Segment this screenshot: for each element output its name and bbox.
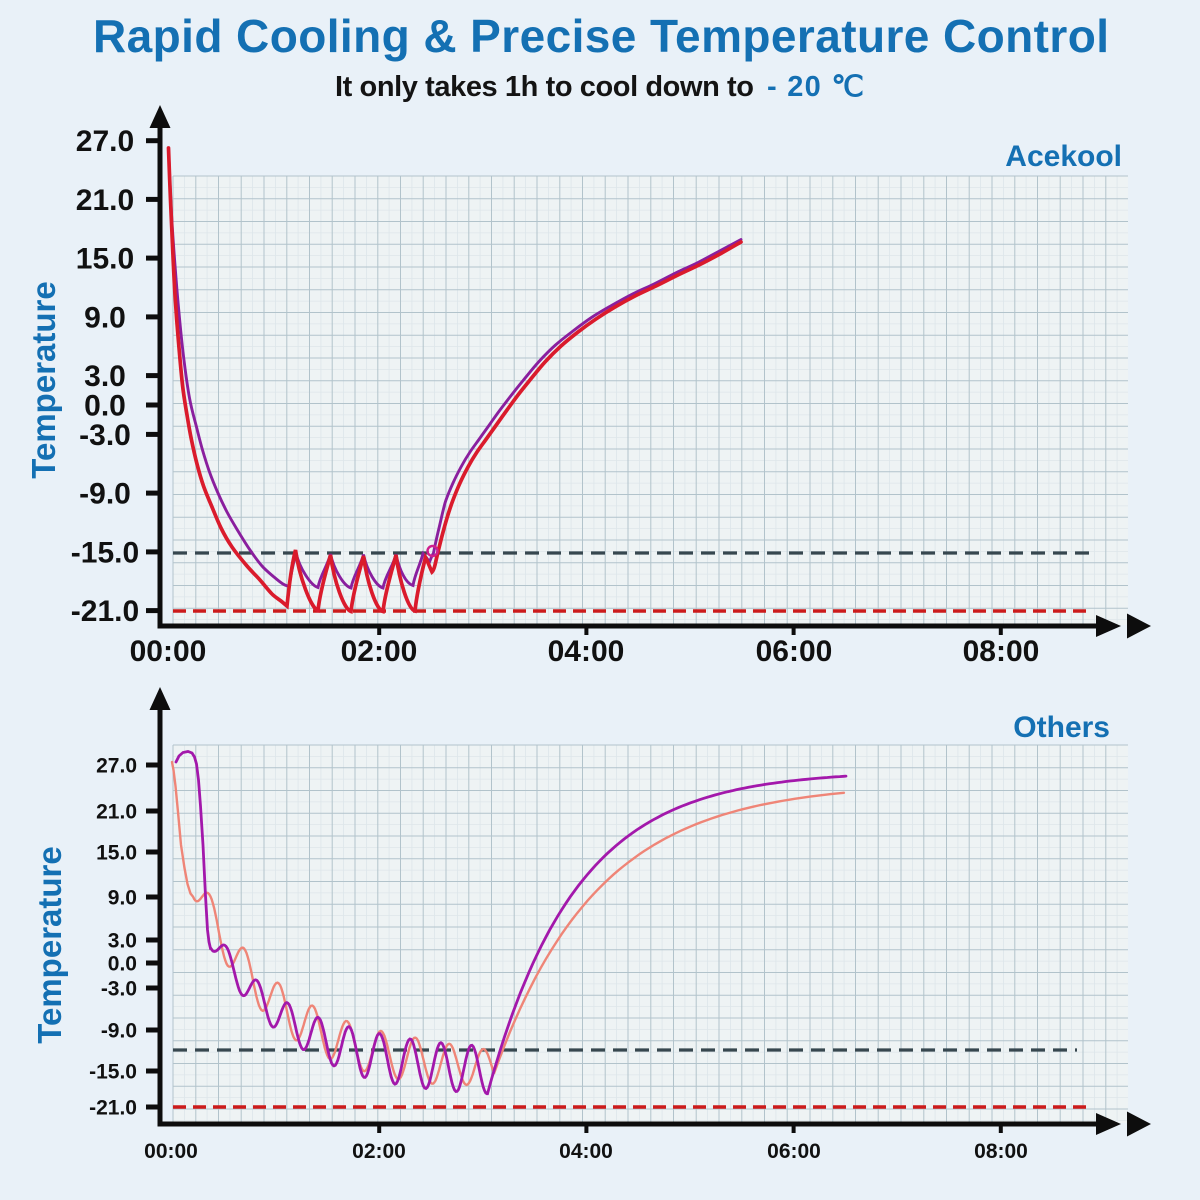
svg-text:-21.0: -21.0 (71, 595, 139, 628)
svg-text:04:00: 04:00 (548, 635, 625, 668)
svg-text:15.0: 15.0 (96, 842, 137, 865)
svg-text:-15.0: -15.0 (71, 536, 139, 569)
svg-text:27.0: 27.0 (96, 755, 137, 778)
svg-text:00:00: 00:00 (144, 1140, 198, 1163)
svg-text:-9.0: -9.0 (101, 1020, 137, 1043)
svg-text:02:00: 02:00 (341, 635, 418, 668)
svg-text:15.0: 15.0 (76, 243, 134, 276)
svg-text:-3.0: -3.0 (101, 978, 137, 1001)
svg-text:02:00: 02:00 (352, 1140, 406, 1163)
svg-text:9.0: 9.0 (108, 887, 137, 910)
svg-text:04:00: 04:00 (559, 1140, 613, 1163)
svg-text:3.0: 3.0 (108, 930, 137, 953)
svg-text:0.0: 0.0 (108, 953, 137, 976)
svg-text:21.0: 21.0 (96, 801, 137, 824)
svg-text:Others: Others (1013, 711, 1110, 744)
svg-text:Temperature: Temperature (25, 281, 62, 478)
svg-text:9.0: 9.0 (84, 301, 126, 334)
svg-text:3.0: 3.0 (84, 360, 126, 393)
svg-text:Acekool: Acekool (1005, 140, 1122, 173)
svg-text:- 20 ℃: - 20 ℃ (767, 71, 864, 103)
svg-text:06:00: 06:00 (756, 635, 833, 668)
svg-text:21.0: 21.0 (76, 184, 134, 217)
svg-text:-9.0: -9.0 (79, 478, 131, 511)
svg-text:It only takes 1h to cool down: It only takes 1h to cool down to (335, 71, 754, 103)
svg-text:-3.0: -3.0 (79, 419, 131, 452)
svg-text:06:00: 06:00 (767, 1140, 821, 1163)
svg-text:Temperature: Temperature (31, 846, 68, 1043)
svg-text:Rapid Cooling & Precise Temper: Rapid Cooling & Precise Temperature Cont… (93, 10, 1109, 62)
svg-text:00:00: 00:00 (130, 635, 207, 668)
svg-text:0.0: 0.0 (84, 390, 126, 423)
svg-text:-15.0: -15.0 (89, 1061, 137, 1084)
svg-text:08:00: 08:00 (974, 1140, 1028, 1163)
svg-text:08:00: 08:00 (963, 635, 1040, 668)
svg-text:27.0: 27.0 (76, 125, 134, 158)
svg-text:-21.0: -21.0 (89, 1097, 137, 1120)
